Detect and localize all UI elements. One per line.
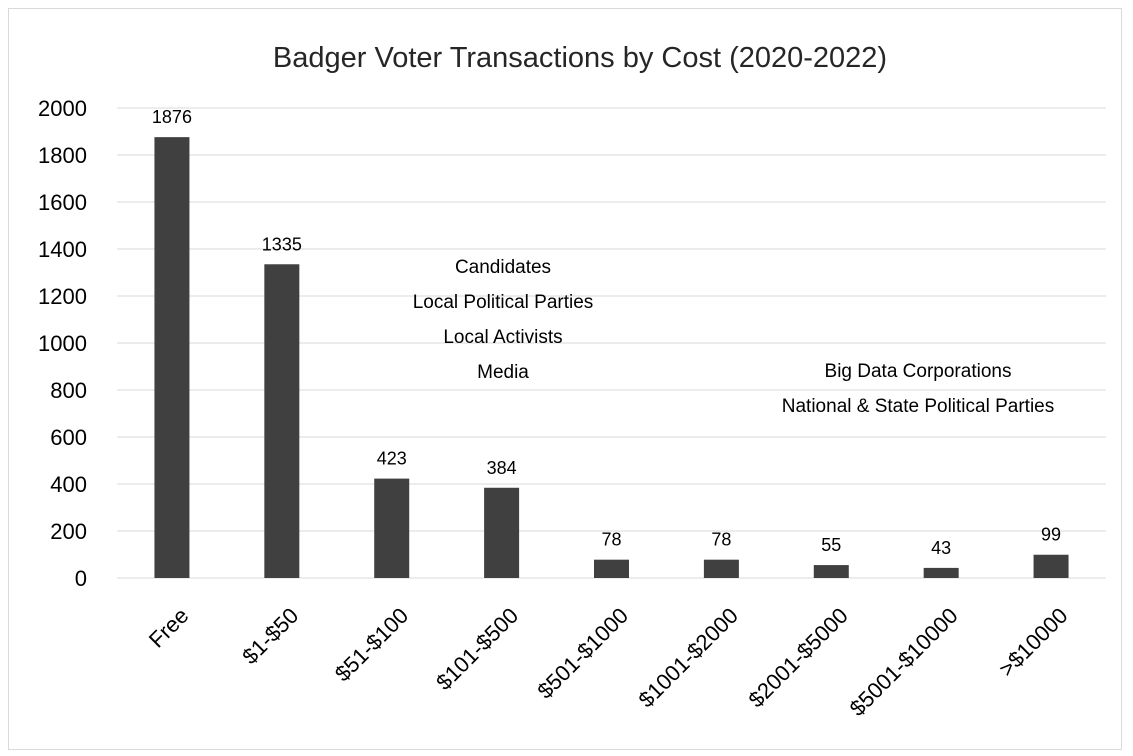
x-category-label: $101-$500 bbox=[431, 603, 523, 695]
bar-chart: Badger Voter Transactions by Cost (2020-… bbox=[38, 42, 1106, 721]
annotation-line: Local Political Parties bbox=[413, 292, 594, 313]
y-tick-label: 0 bbox=[75, 566, 87, 591]
y-axis-ticks: 0 200 400 600 800 1000 1200 1400 1600 1800 2000 bbox=[38, 96, 87, 591]
data-labels: 1876 1335 423 384 78 78 55 43 99 bbox=[152, 107, 1061, 558]
annotations: Candidates Local Political Parties Local A… bbox=[413, 257, 1055, 417]
bar bbox=[703, 559, 739, 578]
y-tick-label: 1400 bbox=[38, 237, 87, 262]
x-category-label: $1-$50 bbox=[237, 603, 303, 669]
data-label: 78 bbox=[711, 530, 731, 550]
annotation-line: Media bbox=[477, 362, 529, 383]
x-category-label: $51-$100 bbox=[330, 603, 413, 686]
data-label: 384 bbox=[487, 458, 517, 478]
data-label: 1876 bbox=[152, 107, 192, 127]
y-tick-label: 1000 bbox=[38, 331, 87, 356]
y-tick-label: 1200 bbox=[38, 284, 87, 309]
y-tick-label: 400 bbox=[50, 472, 87, 497]
data-label: 78 bbox=[601, 530, 621, 550]
x-category-label: $5001-$10000 bbox=[845, 603, 963, 721]
y-tick-label: 600 bbox=[50, 425, 87, 450]
chart-title: Badger Voter Transactions by Cost (2020-… bbox=[273, 42, 887, 74]
bar bbox=[374, 478, 410, 578]
y-tick-label: 2000 bbox=[38, 96, 87, 121]
x-axis-categories: Free $1-$50 $51-$100 $101-$500 $501-$1000 $10… bbox=[144, 603, 1073, 721]
bar bbox=[154, 137, 190, 578]
annotation-line: National & State Political Parties bbox=[782, 396, 1054, 417]
y-tick-label: 1800 bbox=[38, 143, 87, 168]
bar bbox=[264, 264, 300, 578]
x-category-label: >$10000 bbox=[994, 603, 1073, 682]
bar bbox=[923, 567, 959, 578]
annotation-line: Big Data Corporations bbox=[825, 361, 1012, 382]
bar bbox=[594, 559, 629, 578]
x-category-label: $501-$1000 bbox=[532, 603, 633, 704]
chart-frame: Badger Voter Transactions by Cost (2020-… bbox=[8, 8, 1122, 750]
y-tick-label: 800 bbox=[50, 378, 87, 403]
annotation-line: Candidates bbox=[455, 257, 551, 278]
x-category-label: $1001-$2000 bbox=[634, 603, 743, 712]
data-label: 423 bbox=[377, 449, 407, 469]
x-category-label: $2001-$5000 bbox=[743, 603, 852, 712]
y-tick-label: 200 bbox=[50, 519, 87, 544]
data-label: 43 bbox=[931, 538, 951, 558]
data-label: 99 bbox=[1041, 525, 1061, 545]
x-category-label: Free bbox=[144, 603, 194, 653]
bar bbox=[484, 487, 520, 578]
bars bbox=[154, 137, 1069, 578]
data-label: 1335 bbox=[262, 234, 302, 254]
annotation-line: Local Activists bbox=[443, 327, 562, 348]
bar bbox=[1033, 554, 1069, 578]
y-tick-label: 1600 bbox=[38, 190, 87, 215]
bar bbox=[813, 565, 849, 578]
data-label: 55 bbox=[821, 535, 841, 555]
